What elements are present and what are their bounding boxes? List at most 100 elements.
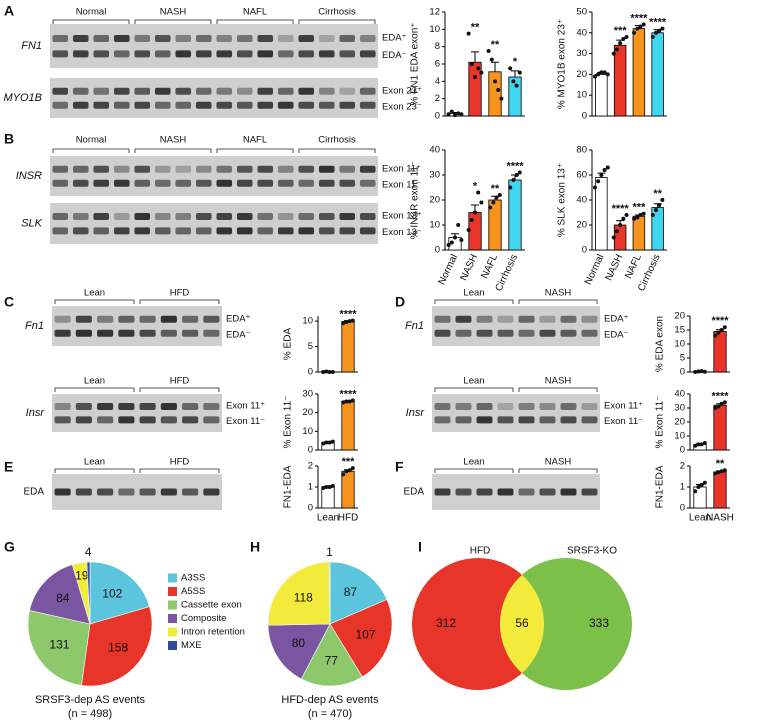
bar [321, 486, 335, 509]
gel-band [518, 329, 535, 337]
gel-band [113, 87, 130, 95]
data-point [654, 208, 659, 212]
data-point [696, 369, 701, 374]
data-point [696, 442, 701, 447]
data-point [592, 185, 597, 190]
gel-band [113, 179, 130, 187]
data-point [453, 235, 457, 240]
gel-band [277, 179, 294, 187]
gel-band [54, 329, 71, 337]
data-point [344, 469, 349, 474]
y-tick-label: 30 [429, 170, 440, 181]
gel-band [257, 227, 274, 235]
bar [508, 179, 522, 251]
gel-band [318, 35, 335, 43]
data-point [514, 83, 519, 88]
gel-band [160, 488, 177, 496]
gel-band [359, 50, 376, 58]
bar [713, 404, 727, 451]
data-point [602, 70, 607, 75]
y-axis-label: % SLK exon 13⁺ [557, 163, 568, 237]
data-point [592, 74, 597, 79]
y-tick-label: 4 [435, 76, 440, 87]
gel-band [113, 50, 130, 58]
gel-band [298, 35, 315, 43]
set-name: SRSF3-KO [567, 546, 617, 557]
group-bracket [216, 148, 294, 153]
group-label: Cirrhosis [318, 135, 356, 146]
data-point [321, 441, 326, 446]
y-tick-label: 40 [576, 27, 587, 38]
data-point [699, 482, 704, 487]
data-point [508, 185, 513, 190]
pie-slice [329, 561, 388, 625]
gel-band [203, 329, 220, 337]
gel-band [277, 101, 294, 109]
y-tick-label: 30 [576, 48, 587, 59]
data-point [449, 240, 454, 245]
group-bracket [52, 148, 130, 153]
bar [508, 76, 522, 117]
gene-label: Insr [406, 407, 426, 419]
legend-swatch [168, 587, 177, 596]
data-point [596, 72, 601, 77]
bar [341, 401, 355, 451]
data-point [327, 440, 332, 445]
gel-band [72, 87, 89, 95]
y-tick-label: 10 [429, 220, 440, 231]
gel-band [52, 50, 69, 58]
gel-band [359, 35, 376, 43]
gel-band [216, 227, 233, 235]
data-point [330, 370, 335, 374]
data-point [476, 190, 481, 195]
slice-label: 4 [85, 545, 92, 559]
significance: **** [649, 17, 667, 29]
gel-band [154, 50, 171, 58]
legend-swatch [168, 641, 177, 650]
significance: **** [339, 388, 357, 400]
gel-band [339, 50, 356, 58]
legend-swatch [168, 600, 177, 610]
data-point [722, 400, 727, 405]
slice-label: 84 [56, 591, 70, 605]
gel-band [54, 416, 71, 424]
gel-band [560, 329, 577, 337]
y-axis-label: % INSR exon 11⁻ [410, 161, 421, 239]
data-point [517, 70, 522, 75]
data-point [693, 443, 698, 448]
gel-band [203, 315, 220, 323]
x-tick-label: Normal [437, 253, 461, 287]
bar [595, 74, 608, 117]
gel-band [236, 35, 253, 43]
gel-band [539, 315, 556, 323]
gel-band [160, 416, 177, 424]
y-tick-label: 1 [308, 482, 313, 493]
gel-band [359, 87, 376, 95]
data-point [466, 31, 471, 36]
gel-band [581, 403, 598, 411]
gel-band [298, 87, 315, 95]
y-tick-label: 1 [680, 482, 685, 493]
data-point [486, 49, 491, 53]
x-tick-label: NASH [604, 253, 626, 283]
y-tick-label: 20 [674, 417, 685, 428]
slice-label: 77 [325, 653, 339, 667]
x-tick-label: NASH [706, 513, 734, 524]
data-point [719, 469, 724, 474]
data-point [469, 218, 474, 222]
y-tick-label: 0 [435, 245, 440, 256]
gel-band [339, 213, 356, 221]
slice-label: 87 [344, 585, 358, 599]
data-point [350, 398, 355, 403]
gel-band [134, 50, 151, 58]
y-axis-label: % EDA exon [655, 316, 666, 372]
gel-band [139, 403, 156, 411]
data-point [614, 229, 619, 234]
gene-label: Insr [26, 407, 46, 419]
gel-band [236, 101, 253, 109]
group-label: NASH [160, 135, 187, 146]
gel-band [134, 35, 151, 43]
data-point [624, 213, 629, 217]
significance: *** [614, 25, 628, 37]
data-point [341, 400, 346, 405]
